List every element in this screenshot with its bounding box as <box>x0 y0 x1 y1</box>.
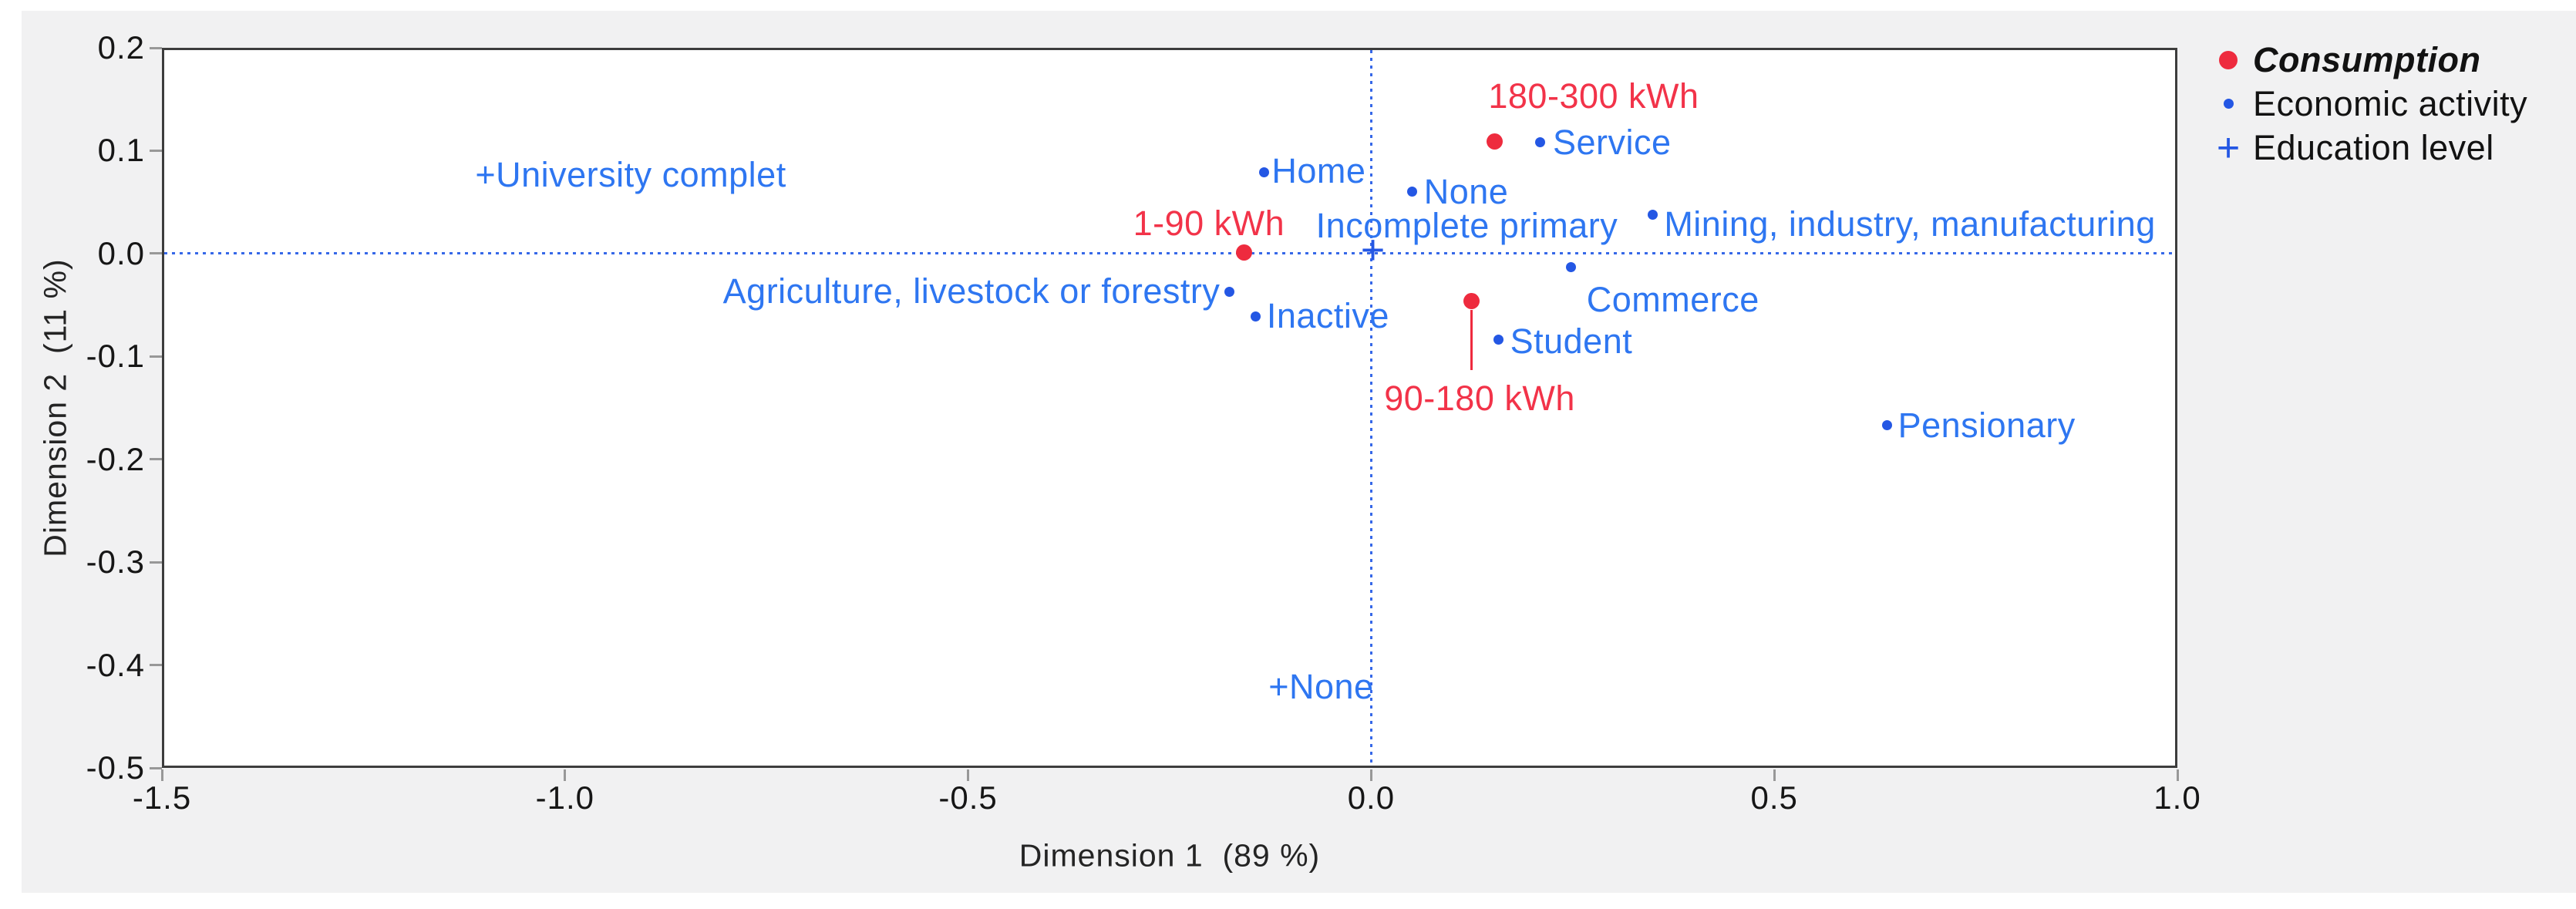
data-point-label: Inactive <box>1266 296 1389 336</box>
reference-line-vertical <box>1369 50 1372 766</box>
data-point-label: None <box>1423 171 1509 211</box>
x-axis-tick-mark <box>2176 769 2179 781</box>
data-point-label: Agriculture, livestock or forestry <box>722 271 1221 311</box>
data-point-label: Mining, industry, manufacturing <box>1664 204 2156 244</box>
data-point-label: Incomplete primary <box>1315 206 1618 246</box>
data-point-marker <box>1463 292 1480 309</box>
legend-label: Education level <box>2253 127 2494 167</box>
legend-row: Consumption <box>2204 38 2527 82</box>
legend-row: Economic activity <box>2204 82 2527 126</box>
x-axis-tick-label: -0.5 <box>938 779 998 816</box>
x-axis-tick-label: -1.5 <box>132 779 192 816</box>
data-point-marker <box>1224 286 1234 297</box>
data-point-marker <box>1647 209 1658 220</box>
data-point-label: Home <box>1271 151 1366 191</box>
legend-marker-cell <box>2204 99 2253 109</box>
data-point-label: 1-90 kWh <box>1133 203 1285 243</box>
data-point-marker <box>1407 187 1418 197</box>
data-point-marker <box>1566 261 1577 272</box>
y-axis-tick-mark <box>150 149 162 152</box>
y-axis-tick-mark <box>150 664 162 667</box>
x-axis-tick-label: 1.0 <box>2153 779 2201 816</box>
x-axis-tick-mark <box>1773 769 1776 781</box>
legend-marker-cell <box>2204 50 2253 69</box>
data-point-label: 180-300 kWh <box>1488 76 1699 116</box>
legend-marker-cell: + <box>2204 128 2253 168</box>
data-point-plus-marker: + <box>1360 227 1386 274</box>
data-point-marker <box>1251 311 1261 322</box>
y-axis-tick-label: -0.3 <box>86 544 145 581</box>
legend: Consumption Economic activity + Education l… <box>2204 38 2527 170</box>
data-point-label: Service <box>1552 122 1672 162</box>
y-axis-tick-mark <box>150 458 162 461</box>
data-point-marker <box>1235 244 1252 261</box>
legend-label: Consumption <box>2253 39 2481 79</box>
data-point-label: Student <box>1510 321 1633 361</box>
y-axis-tick-mark <box>150 766 162 769</box>
y-axis-tick-label: -0.5 <box>86 749 145 786</box>
y-axis-tick-mark <box>150 561 162 564</box>
y-axis-tick-label: -0.1 <box>86 338 145 375</box>
y-axis-title: Dimension 2 (11 %) <box>37 258 73 557</box>
data-point-marker <box>1882 420 1893 431</box>
legend-row: + Education level <box>2204 126 2527 170</box>
y-axis-tick-mark <box>150 46 162 49</box>
x-axis-title: Dimension 1 (89 %) <box>1019 837 1321 874</box>
legend-category-dot-icon <box>2223 99 2234 109</box>
data-point-label: Commerce <box>1586 280 1759 320</box>
x-axis-tick-mark <box>160 769 163 781</box>
reference-line-horizontal <box>164 252 2175 255</box>
legend-consumption-dot-icon <box>2219 50 2238 69</box>
data-point-marker <box>1535 137 1546 148</box>
legend-label: Economic activity <box>2253 83 2528 123</box>
data-point-marker <box>1493 335 1504 345</box>
y-axis-tick-label: 0.2 <box>97 29 145 66</box>
data-point-marker <box>1486 133 1503 150</box>
y-axis-tick-label: -0.2 <box>86 440 145 477</box>
plot-area <box>162 48 2177 768</box>
y-axis-tick-label: 0.1 <box>97 132 145 169</box>
x-axis-tick-label: 0.0 <box>1347 779 1396 816</box>
x-axis-tick-mark <box>564 769 567 781</box>
x-axis-tick-mark <box>1369 769 1372 781</box>
y-axis-tick-label: -0.4 <box>86 646 145 683</box>
x-axis-tick-mark <box>967 769 970 781</box>
data-point-label: 90-180 kWh <box>1384 379 1575 419</box>
y-axis-tick-mark <box>150 355 162 358</box>
legend-plus-icon: + <box>2216 125 2241 170</box>
y-axis-tick-label: 0.0 <box>97 234 145 271</box>
y-axis-tick-mark <box>150 252 162 255</box>
label-leader-line <box>1470 310 1473 371</box>
data-point-label: Pensionary <box>1897 405 2076 445</box>
x-axis-tick-label: 0.5 <box>1750 779 1798 816</box>
data-point-label: +None <box>1268 666 1374 706</box>
x-axis-tick-label: -1.0 <box>535 779 594 816</box>
data-point-label: +University complet <box>475 155 786 195</box>
data-point-marker <box>1258 167 1269 177</box>
